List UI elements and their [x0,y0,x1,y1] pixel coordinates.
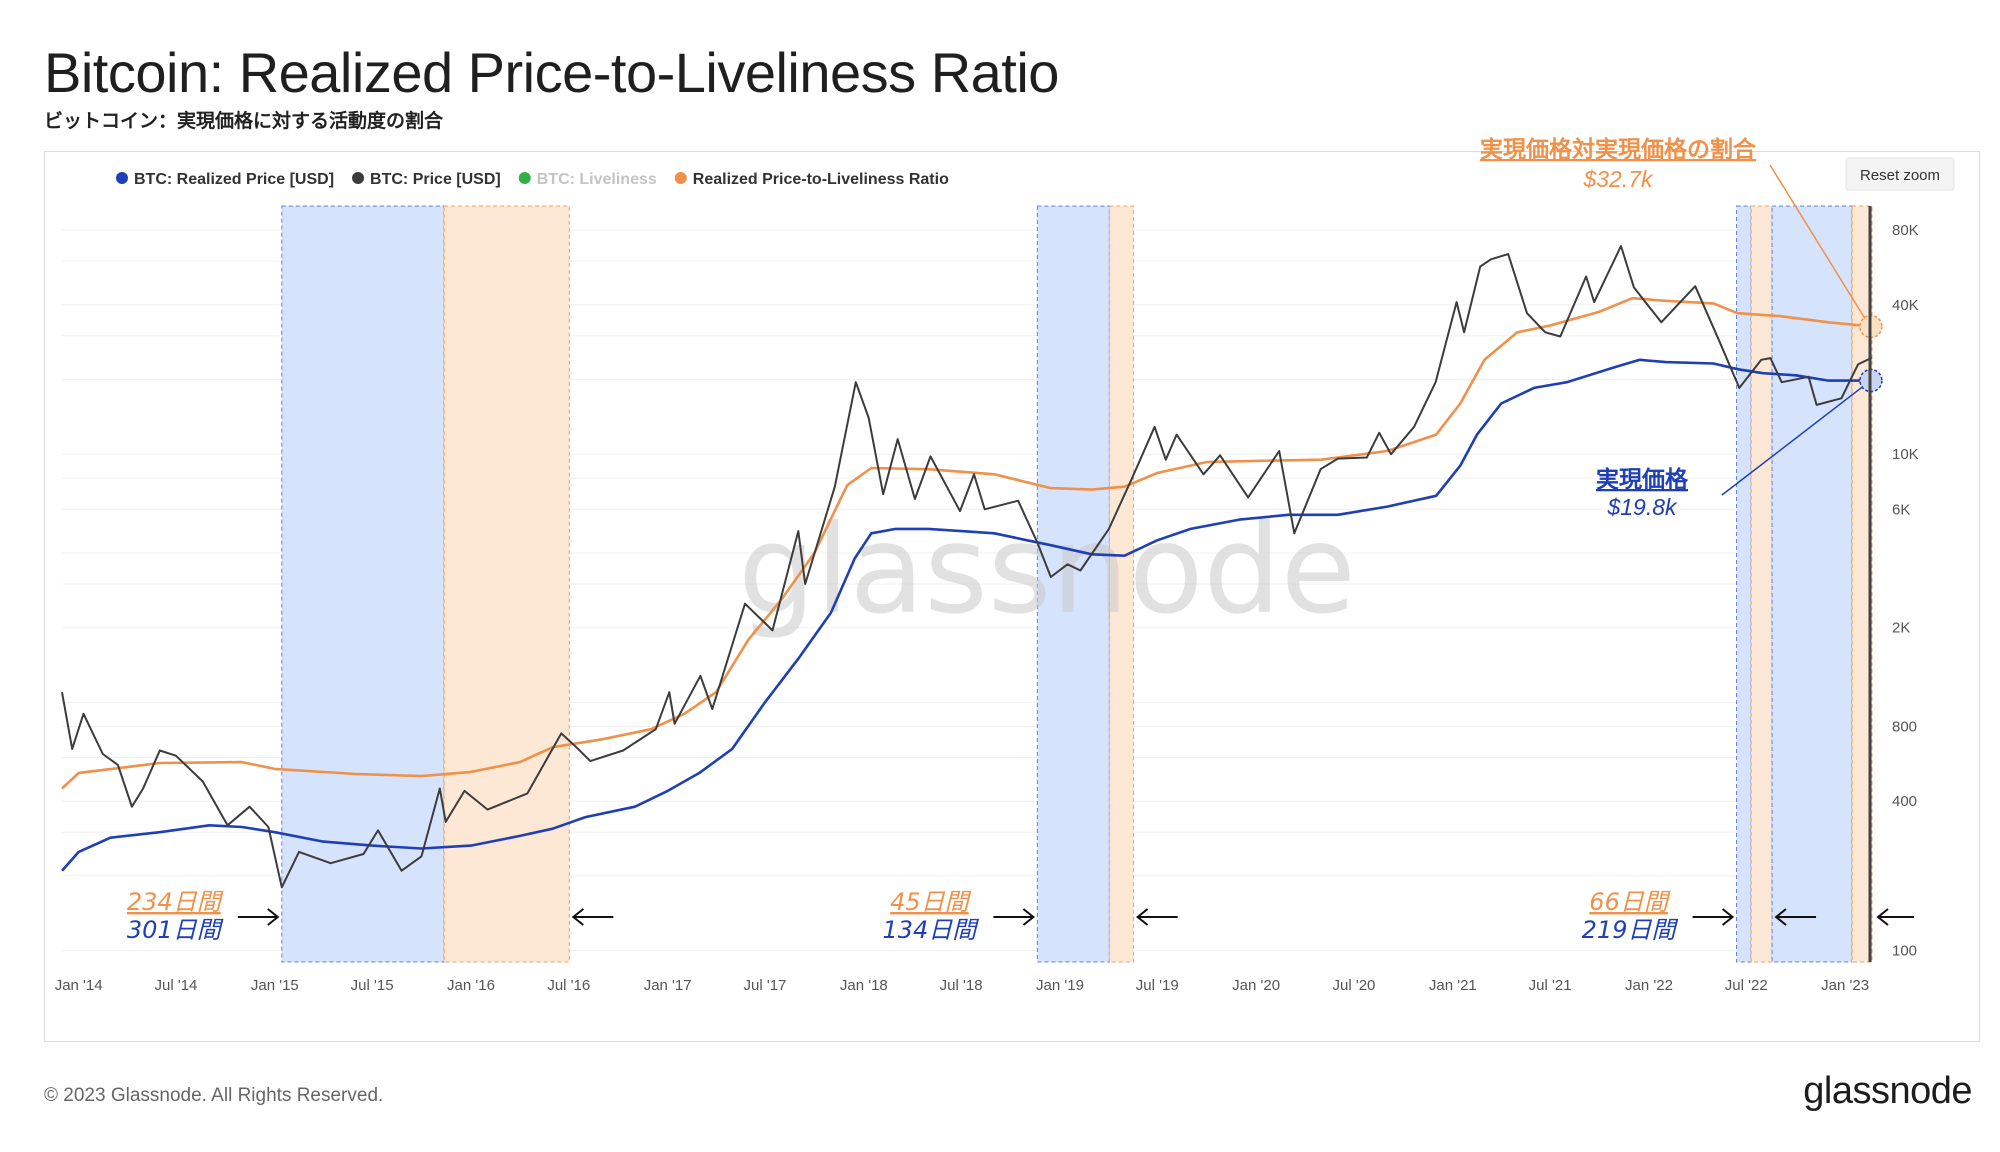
y-tick-label: 80K [1892,222,1919,239]
x-tick-label: Jan '15 [251,977,299,994]
legend-marker [116,172,128,184]
y-tick-label: 800 [1892,718,1917,735]
period-orange-label: 45日間 [890,888,972,916]
series-line-btc-price-usd- [61,245,1873,889]
arrow-left-icon [1135,908,1178,926]
legend-item-3[interactable]: BTC: Liveliness [518,171,657,188]
x-tick-label: Jul '20 [1332,977,1375,994]
x-tick-label: Jul '21 [1529,977,1572,994]
y-tick-label: 6K [1892,501,1910,518]
arrow-left-icon [1876,908,1914,926]
period-blue-label: 134日間 [882,916,979,944]
x-tick-label: Jan '16 [447,977,495,994]
orange-band-1 [443,205,570,963]
blue-band-3 [1736,205,1752,963]
legend-item-4[interactable]: Realized Price-to-Liveliness Ratio [674,171,949,188]
y-tick-label: 100 [1892,943,1917,960]
realized-annotation-value: $19.8k [1606,494,1678,520]
orange-band-3 [1750,205,1773,963]
x-tick-label: Jul '14 [154,977,197,994]
series-line-btc-realized-price-usd- [61,358,1872,872]
ratio-annotation-value: $32.7k [1582,166,1654,192]
blue-band-4 [1771,205,1853,963]
x-tick-label: Jan '17 [644,977,692,994]
orange-band-2 [1108,205,1135,963]
series-line-realized-price-to-liveliness-ratio [61,296,1873,790]
x-tick-label: Jan '23 [1821,977,1869,994]
period-orange-label: 66日間 [1589,888,1671,916]
blue-band-1 [281,205,445,963]
reset-zoom-label: Reset zoom [1860,167,1940,184]
x-tick-label: Jan '14 [55,977,103,994]
ratio-annotation-leader [1769,164,1866,319]
x-tick-label: Jan '19 [1036,977,1084,994]
legend-marker [352,172,365,184]
legend-marker [674,172,687,184]
x-tick-label: Jan '21 [1429,977,1477,994]
legend-label: BTC: Liveliness [537,171,657,188]
arrow-right-icon [237,908,280,926]
orange-band-4 [1851,205,1873,963]
legend-label: BTC: Realized Price [USD] [134,171,334,188]
period-orange-label: 234日間 [127,888,224,916]
legend-item-1[interactable]: BTC: Realized Price [USD] [116,171,334,188]
x-tick-label: Jul '22 [1725,977,1768,994]
arrow-left-icon [571,908,614,926]
realized-annotation-title: 実現価格 [1596,466,1689,493]
arrow-right-icon [1692,908,1735,926]
arrow-left-icon [1774,908,1817,926]
blue-band-2 [1036,205,1110,963]
arrow-right-icon [993,908,1036,926]
page-title: Bitcoin: Realized Price-to-Liveliness Ra… [44,41,1059,104]
x-tick-label: Jul '15 [351,977,394,994]
period-blue-label: 219日間 [1582,916,1679,944]
legend-marker [518,172,531,184]
x-tick-label: Jan '22 [1625,977,1673,994]
x-tick-label: Jan '18 [840,977,888,994]
period-blue-label: 301日間 [127,916,224,944]
reset-zoom-bg [1845,157,1955,191]
x-tick-label: Jul '18 [940,977,983,994]
legend-label: Realized Price-to-Liveliness Ratio [693,171,949,188]
x-tick-label: Jul '19 [1136,977,1179,994]
realized-annotation-leader [1721,385,1864,496]
y-tick-label: 40K [1892,297,1919,314]
reset-zoom-button[interactable]: Reset zoom [1845,157,1955,191]
legend-label: BTC: Price [USD] [370,171,501,188]
y-tick-label: 10K [1892,446,1919,463]
ratio-annotation-title: 実現価格対実現価格の割合 [1480,136,1757,163]
legend-item-2[interactable]: BTC: Price [USD] [352,171,501,188]
copyright: © 2023 Glassnode. All Rights Reserved. [44,1085,384,1106]
x-tick-label: Jul '17 [743,977,786,994]
y-tick-label: 2K [1892,620,1910,637]
glassnode-logo: glassnode [1803,1070,1972,1112]
y-tick-label: 400 [1892,793,1917,810]
x-tick-label: Jan '20 [1232,977,1280,994]
page-subtitle: ビットコイン：実現価格に対する活動度の割合 [44,110,444,132]
x-tick-label: Jul '16 [547,977,590,994]
